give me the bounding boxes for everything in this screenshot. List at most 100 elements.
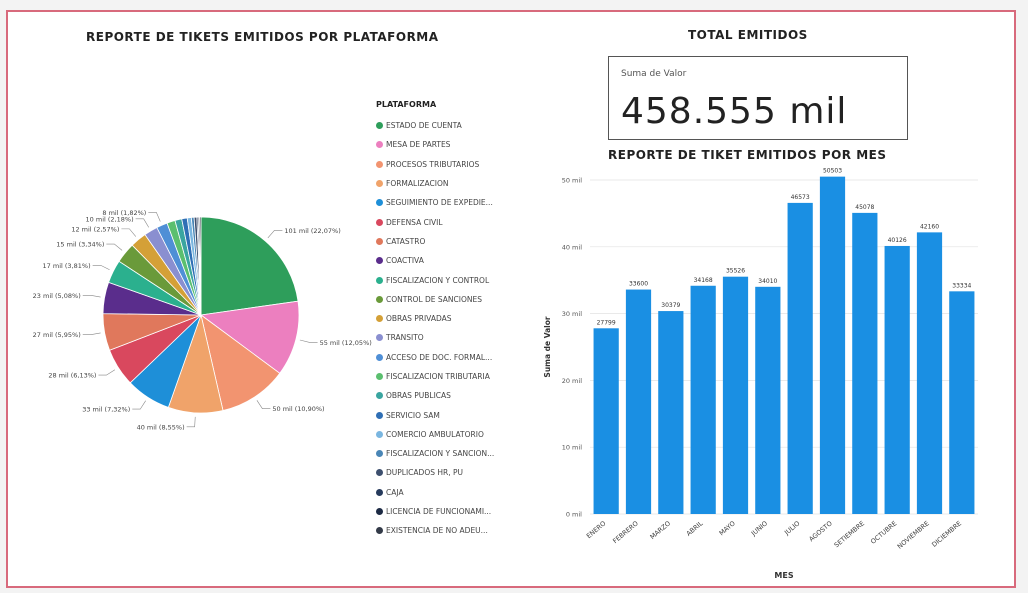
kpi-value: 458.555 mil — [621, 91, 848, 132]
kpi-title: TOTAL EMITIDOS — [688, 28, 808, 42]
pie-slice — [199, 216, 202, 316]
legend-label: ESTADO DE CUENTA — [386, 121, 462, 131]
pie-data-label: 33 mil (7,32%) — [82, 406, 130, 414]
pie-data-label: 101 mil (22,07%) — [284, 227, 340, 235]
pie-data-label: 8 mil (1,82%) — [102, 209, 146, 217]
legend-label: CONTROL DE SANCIONES — [386, 294, 483, 304]
pie-slice — [200, 216, 299, 316]
y-tick-label: 20 mil — [562, 377, 582, 385]
pie-leader-line — [267, 230, 283, 239]
pie-data-label: 15 mil (3,34%) — [56, 241, 104, 249]
legend-item: SERVICIO SAM — [376, 405, 526, 424]
legend-label: TRANSITO — [386, 333, 424, 343]
bar-chart: 0 mil 10 mil 20 mil 30 mil 40 mil 50 mil 27799… — [543, 168, 978, 580]
x-tick-label: ABRIL — [685, 519, 705, 538]
legend-label: DEFENSA CIVIL — [386, 217, 443, 227]
legend-title: PLATAFORMA — [376, 100, 437, 109]
legend-label: SEGUIMIENTO DE EXPEDIE... — [386, 198, 493, 208]
legend-item: FISCALIZACION Y SANCION... — [376, 444, 526, 463]
y-tick-label: 30 mil — [562, 310, 582, 318]
legend-marker — [376, 237, 383, 245]
legend-item: CATASTRO — [376, 232, 526, 251]
pie-slice — [200, 314, 281, 411]
legend-label: OBRAS PUBLICAS — [386, 391, 451, 401]
y-tick-label: 40 mil — [562, 243, 582, 251]
pie-leader-line — [132, 400, 146, 410]
pie-data-label: 50 mil (10,90%) — [272, 405, 324, 413]
legend-item: DEFENSA CIVIL — [376, 212, 526, 231]
pie-leader-line — [135, 218, 150, 228]
pie-leader-line — [256, 400, 271, 409]
legend-item: SEGUIMIENTO DE EXPEDIE... — [376, 193, 526, 212]
legend-marker — [376, 276, 383, 284]
legend-item: FORMALIZACION — [376, 174, 526, 193]
legend-item: FISCALIZACION TRIBUTARIA — [376, 367, 526, 386]
pie-leader-line — [299, 339, 318, 343]
legend-marker — [376, 488, 383, 496]
bar-data-label: 30379 — [661, 302, 680, 309]
y-axis-label: Suma de Valor — [543, 316, 552, 377]
legend-item: DUPLICADOS HR, PU — [376, 463, 526, 482]
legend-item: OBRAS PRIVADAS — [376, 309, 526, 328]
pie-leader-line — [82, 332, 101, 336]
x-tick-label: MAYO — [718, 519, 737, 537]
pie-data-label: 17 mil (3,81%) — [43, 262, 91, 270]
kpi-card: Suma de Valor 458.555 mil — [608, 56, 908, 140]
x-tick-label: FEBRERO — [611, 519, 640, 545]
pie-chart-title: REPORTE DE TIKETS EMITIDOS POR PLATAFORM… — [86, 30, 439, 44]
legend-marker — [376, 508, 383, 516]
pie-data-label: 40 mil (8,55%) — [137, 423, 185, 431]
x-axis-label: MES — [774, 571, 793, 580]
bar-data-label: 34010 — [758, 278, 777, 285]
legend-item: OBRAS PUBLICAS — [376, 386, 526, 405]
legend-marker — [376, 141, 383, 149]
bar — [916, 232, 943, 514]
x-tick-label: ENERO — [585, 519, 608, 540]
legend-item: EXISTENCIA DE NO ADEU... — [376, 521, 526, 540]
bar — [819, 176, 846, 514]
pie-slice — [199, 300, 300, 374]
legend-marker — [376, 469, 383, 477]
x-tick-label: DICIEMBRE — [930, 519, 963, 548]
legend-item: PROCESOS TRIBUTARIOS — [376, 155, 526, 174]
pie-leader-line — [186, 416, 196, 428]
legend-label: SERVICIO SAM — [386, 410, 440, 420]
legend-item: FISCALIZACION Y CONTROL — [376, 270, 526, 289]
legend-marker — [376, 180, 383, 188]
bar-data-label: 45078 — [855, 204, 874, 211]
bar-data-label: 50503 — [823, 168, 842, 175]
bar-data-label: 27799 — [597, 319, 616, 326]
legend-label: LICENCIA DE FUNCIONAMI... — [386, 507, 492, 517]
legend-label: PROCESOS TRIBUTARIOS — [386, 159, 480, 169]
legend-marker — [376, 295, 383, 303]
pie-leader-line — [106, 243, 123, 251]
legend: ESTADO DE CUENTA MESA DE PARTES PROCESOS T… — [376, 116, 526, 541]
legend-marker — [376, 450, 383, 458]
legend-label: EXISTENCIA DE NO ADEU... — [386, 526, 488, 536]
legend-label: CAJA — [386, 487, 404, 497]
bar — [755, 286, 781, 514]
bar — [787, 202, 813, 514]
bar — [949, 291, 975, 514]
pie-leader-line — [121, 228, 137, 237]
legend-item: CAJA — [376, 483, 526, 502]
legend-label: DUPLICADOS HR, PU — [386, 468, 463, 478]
bar-data-label: 42160 — [920, 223, 939, 230]
bar — [690, 285, 716, 514]
y-tick-label: 50 mil — [562, 177, 582, 185]
legend-marker — [376, 160, 383, 168]
x-tick-label: OCTUBRE — [869, 519, 898, 545]
legend-marker — [376, 315, 383, 323]
legend-label: FORMALIZACION — [386, 179, 449, 189]
legend-marker — [376, 411, 383, 419]
legend-marker — [376, 122, 383, 130]
legend-label: ACCESO DE DOC. FORMAL... — [386, 352, 493, 362]
pie-leader-line — [92, 264, 110, 270]
bar-data-label: 35526 — [726, 268, 745, 275]
legend-marker — [376, 218, 383, 226]
legend-label: COACTIVA — [386, 256, 424, 266]
kpi-label: Suma de Valor — [621, 69, 687, 79]
bar — [593, 328, 619, 514]
legend-item: ESTADO DE CUENTA — [376, 116, 526, 135]
pie-chart: 101 mil (22,07%) 55 mil (12,05%) 50 mil (1… — [33, 209, 372, 432]
